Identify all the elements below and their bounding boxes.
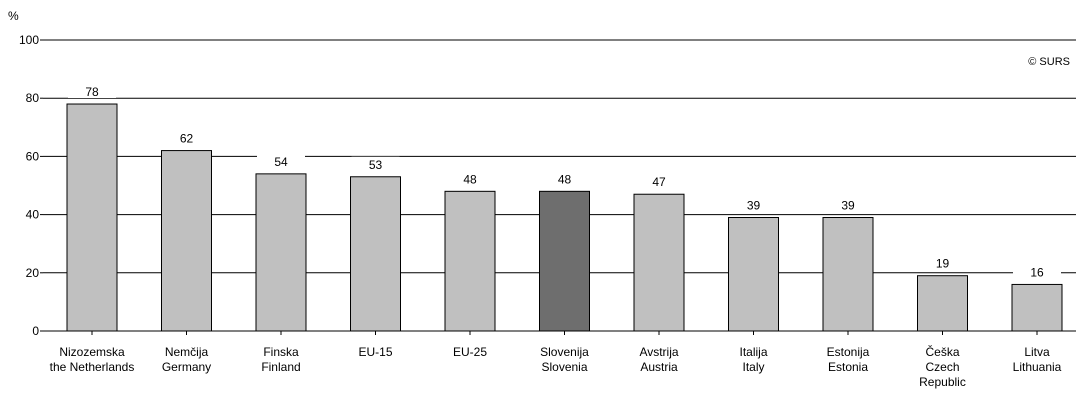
bar: [255, 173, 307, 332]
source-credit: © SURS: [1028, 56, 1070, 68]
bar: [822, 217, 874, 332]
category-label: Italija: [739, 345, 767, 359]
y-tick-label: 40: [26, 208, 40, 222]
category-label: Litva: [1024, 345, 1050, 359]
value-label: 16: [1030, 265, 1044, 279]
value-label-backdrop: [257, 153, 305, 168]
category-label: Austria: [640, 360, 678, 374]
category-label: Lithuania: [1013, 360, 1062, 374]
category-label: Finland: [261, 360, 300, 374]
category-label: Češka: [925, 344, 959, 359]
value-label-backdrop: [162, 130, 211, 145]
bar: [444, 190, 496, 332]
category-label: EU-15: [358, 345, 392, 359]
bar: [728, 217, 779, 332]
value-label: 39: [747, 199, 761, 213]
value-label: 39: [841, 199, 855, 213]
category-label: Slovenija: [540, 345, 589, 359]
value-label: 78: [85, 85, 99, 99]
category-label: Slovenia: [541, 360, 587, 374]
category-label: the Netherlands: [50, 360, 135, 374]
bar: [539, 190, 590, 332]
value-label-backdrop: [729, 197, 778, 212]
value-label-backdrop: [635, 174, 683, 189]
category-label: Germany: [162, 360, 211, 374]
value-label: 62: [180, 132, 194, 146]
gridlines: [43, 39, 1076, 274]
category-label: EU-25: [453, 345, 487, 359]
value-label-backdrop: [824, 197, 872, 212]
value-label-backdrop: [446, 171, 494, 186]
category-label: Avstrija: [639, 345, 678, 359]
value-label: 19: [936, 257, 950, 271]
category-label: Nemčija: [165, 345, 209, 359]
value-label-backdrop: [351, 156, 400, 171]
y-tick-label: 100: [19, 33, 39, 47]
y-axis-unit: %: [8, 9, 19, 23]
category-label: Nizozemska: [59, 345, 125, 359]
category-label: Estonia: [828, 360, 868, 374]
value-label-backdrop: [918, 255, 967, 270]
y-axis-ticks: 0 20 40 60 80 100: [19, 33, 43, 338]
bar: [350, 176, 401, 332]
y-tick-label: 60: [26, 149, 40, 163]
y-tick-label: 80: [26, 91, 40, 105]
value-label: 48: [558, 172, 572, 186]
value-label: 53: [369, 158, 383, 172]
category-label: Republic: [919, 375, 966, 389]
bars: 78 62 54 53 48 48 47 39 39 19 16: [66, 84, 1063, 332]
value-label-backdrop: [68, 84, 116, 99]
bar: [633, 193, 685, 332]
category-label: Italy: [742, 360, 764, 374]
y-tick-label: 0: [32, 324, 39, 338]
bar: [1011, 283, 1063, 332]
value-label: 48: [463, 172, 477, 186]
value-label-backdrop: [1013, 264, 1061, 279]
bar: [66, 103, 118, 332]
category-label: Finska: [263, 345, 299, 359]
y-tick-label: 20: [26, 266, 40, 280]
value-label-backdrop: [540, 171, 589, 186]
bar: [161, 150, 212, 332]
bar: [917, 275, 968, 332]
value-label: 54: [274, 155, 288, 169]
value-label: 47: [652, 175, 666, 189]
category-label: Estonija: [827, 345, 870, 359]
category-label: Czech: [925, 360, 959, 374]
